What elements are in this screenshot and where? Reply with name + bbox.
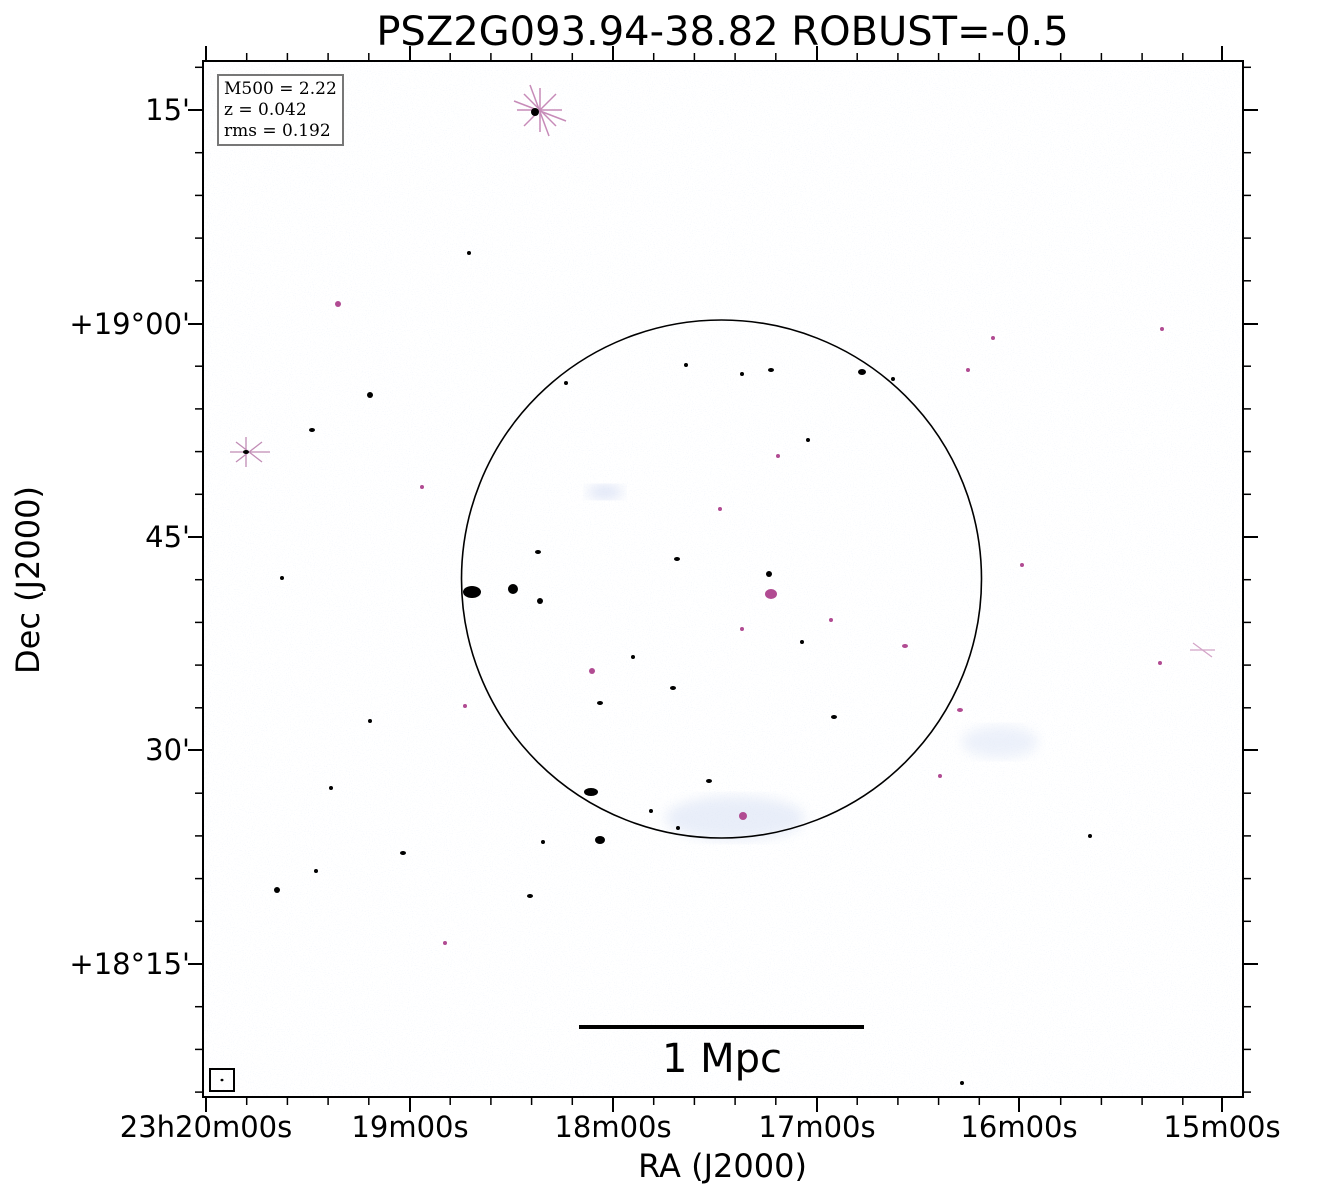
radio-source <box>443 941 447 945</box>
radio-source <box>891 377 895 381</box>
x-tick-label: 16m00s <box>960 1110 1078 1144</box>
radio-source <box>966 368 970 372</box>
radio-source <box>537 598 543 604</box>
radio-source <box>367 392 373 398</box>
radio-source <box>957 708 963 712</box>
y-tick-label: +18°15' <box>69 947 190 981</box>
radio-source <box>649 809 653 813</box>
y-axis-label: Dec (J2000) <box>9 486 47 674</box>
y-tick-label: 30' <box>145 733 190 767</box>
radio-source <box>243 450 249 454</box>
radio-source <box>765 589 777 599</box>
plot-title: PSZ2G093.94-38.82 ROBUST=-0.5 <box>376 9 1069 55</box>
radio-source <box>420 485 424 489</box>
radio-source <box>676 826 680 830</box>
radio-source <box>800 640 804 644</box>
radio-source <box>595 836 605 844</box>
artifact-star-burst <box>1190 642 1215 658</box>
radio-source <box>314 869 318 873</box>
radio-source <box>718 507 722 511</box>
scale-bar-label: 1 Mpc <box>661 1036 783 1082</box>
beam-box <box>209 1068 235 1092</box>
x-tick-label: 23h20m00s <box>119 1110 293 1144</box>
radio-source <box>829 618 833 622</box>
radio-source <box>991 336 995 340</box>
radio-source <box>806 438 810 442</box>
radio-source <box>400 851 406 855</box>
radio-source <box>508 584 518 594</box>
radio-source <box>1088 834 1092 838</box>
radio-source <box>858 369 866 375</box>
radio-source <box>329 786 333 790</box>
x-tick-label: 18m00s <box>554 1110 672 1144</box>
radio-source <box>274 887 280 893</box>
axis-ticks <box>188 46 1258 1112</box>
radio-source <box>1160 327 1164 331</box>
radio-source <box>960 1081 964 1085</box>
cluster-r500-circle <box>460 319 983 839</box>
radio-source <box>631 655 635 659</box>
radio-source <box>740 372 744 376</box>
radio-source <box>1158 661 1162 665</box>
radio-source <box>706 779 712 783</box>
y-tick-label: +19°00' <box>69 307 190 341</box>
radio-source <box>564 381 568 385</box>
legend-z: z = 0.042 <box>224 100 307 120</box>
y-tick-label: 15' <box>145 93 190 127</box>
radio-source <box>766 571 772 577</box>
radio-source <box>535 550 541 554</box>
radio-source <box>368 719 372 723</box>
diffuse-emission <box>665 796 805 840</box>
radio-source <box>670 686 676 690</box>
diffuse-emission <box>962 726 1038 758</box>
radio-source <box>541 840 545 844</box>
radio-source <box>740 627 744 631</box>
legend-box: M500 = 2.22 z = 0.042 rms = 0.192 <box>217 74 344 146</box>
radio-source <box>463 586 481 598</box>
diffuse-emission <box>587 485 623 499</box>
y-tick-label: 45' <box>145 520 190 554</box>
radio-source <box>831 715 837 719</box>
artifact-star-burst <box>513 84 567 137</box>
radio-source <box>335 301 341 307</box>
radio-source <box>463 704 467 708</box>
legend-m500: M500 = 2.22 <box>224 79 337 99</box>
radio-source <box>938 774 942 778</box>
legend-rms: rms = 0.192 <box>224 121 331 141</box>
radio-source <box>684 363 688 367</box>
radio-source <box>902 644 908 648</box>
radio-source <box>309 428 315 432</box>
radio-source <box>467 251 471 255</box>
beam-ellipse <box>220 1078 224 1082</box>
noise-texture <box>203 61 1243 1097</box>
source-group <box>243 108 1164 1085</box>
radio-source <box>674 557 680 561</box>
radio-source <box>1020 563 1024 567</box>
radio-source <box>527 894 533 898</box>
x-axis-label: RA (J2000) <box>638 1147 807 1185</box>
radio-source <box>584 788 598 796</box>
radio-source <box>280 576 284 580</box>
radio-source <box>776 454 780 458</box>
radio-source <box>768 368 774 372</box>
x-tick-label: 19m00s <box>351 1110 469 1144</box>
radio-source <box>589 668 595 674</box>
x-tick-label: 17m00s <box>758 1110 876 1144</box>
radio-source <box>739 812 747 820</box>
x-tick-label: 15m00s <box>1163 1110 1281 1144</box>
radio-source <box>531 108 539 116</box>
radio-source <box>597 701 603 705</box>
